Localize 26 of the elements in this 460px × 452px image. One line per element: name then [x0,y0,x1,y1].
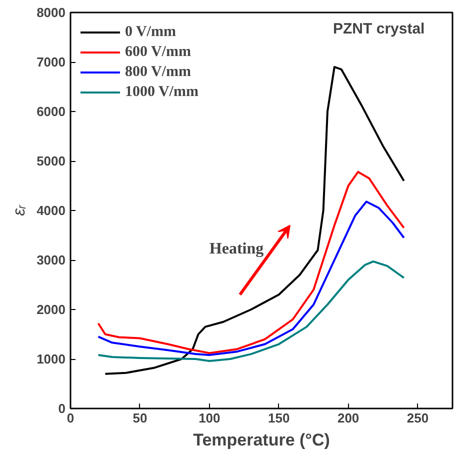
line-series [97,260,405,362]
line-series [104,66,405,375]
legend-label: 0 V/mm [125,24,176,40]
x-tick-label: 100 [198,410,220,426]
y-tick-label: 3000 [36,252,66,268]
x-tick-label: 200 [337,410,360,426]
y-tick-label: 4000 [36,203,66,218]
y-tick-label: 1000 [36,352,66,366]
legend-label: 600 V/mm [125,44,191,60]
y-tick-label: 2000 [36,302,66,317]
y-axis-title: εᵣ [10,204,29,216]
annotation: PZNT crystal [333,20,425,38]
x-tick-label: 150 [268,410,290,426]
legend-label: 800 V/mm [125,64,191,80]
y-tick-label: 0 [58,401,66,416]
line-series [97,170,405,354]
x-axis-title: Temperature (°C) [193,430,330,450]
y-tick-label: 5000 [36,154,66,168]
x-tick-label: 50 [132,410,148,426]
line-series [97,200,405,356]
y-tick-label: 8000 [36,5,66,20]
y-tick-label: 6000 [36,104,66,119]
x-tick-label: 250 [406,410,429,426]
legend-label: 1000 V/mm [125,84,198,100]
y-tick-label: 7000 [36,54,66,70]
annotation: Heating [209,240,264,258]
